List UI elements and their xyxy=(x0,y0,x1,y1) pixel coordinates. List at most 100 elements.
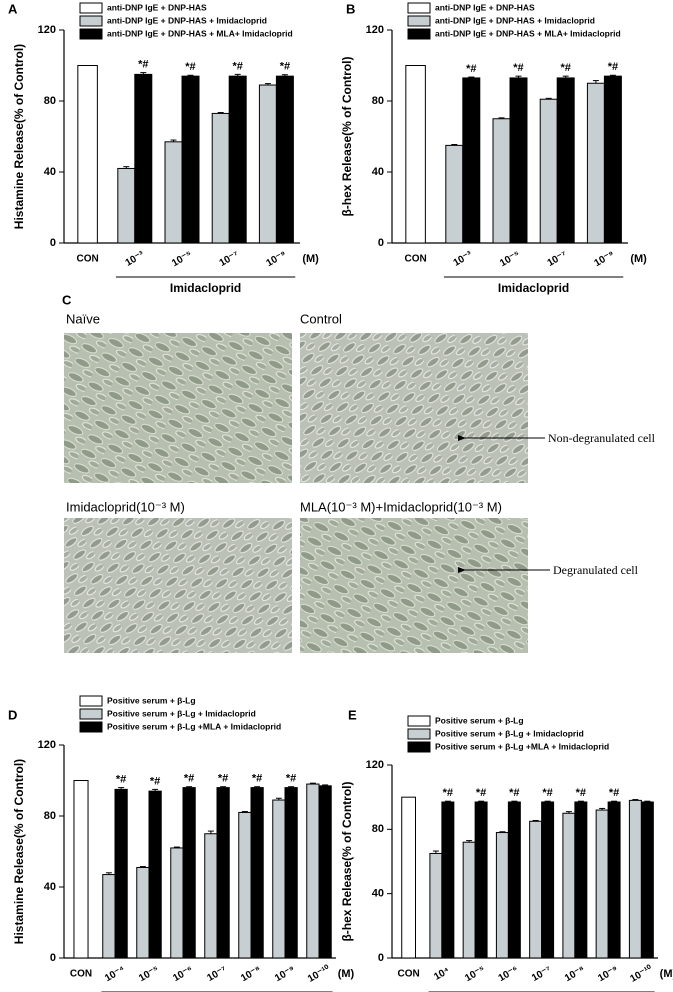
bar xyxy=(73,780,89,959)
y-tick-label: 80 xyxy=(372,95,384,107)
bar xyxy=(238,811,252,959)
y-axis-label: β-hex Release(% of Control) xyxy=(340,56,354,216)
panel-letter: B xyxy=(346,1,355,16)
x-tick-label: 10⁻⁷ xyxy=(205,964,228,984)
y-tick-label: 80 xyxy=(44,810,56,822)
y-tick-label: 0 xyxy=(378,237,384,249)
annotation: *# xyxy=(542,787,552,799)
annotation: *# xyxy=(185,61,195,73)
annotation: *# xyxy=(576,787,586,799)
bar xyxy=(445,144,464,244)
image-caption: Naïve xyxy=(66,311,100,326)
annotation: *# xyxy=(560,62,570,74)
bar xyxy=(275,75,294,244)
bar xyxy=(441,801,455,959)
x-tick-label: CON xyxy=(70,969,92,980)
legend-label: Positive serum + β-Lg +MLA + Imidaclopri… xyxy=(435,741,609,751)
y-tick-label: 0 xyxy=(50,952,56,964)
bar xyxy=(595,809,609,959)
x-tick-label: 10⁻⁷ xyxy=(218,249,241,269)
bar xyxy=(495,832,509,959)
bar xyxy=(272,799,286,959)
annotation: *# xyxy=(184,773,194,785)
panel-letter: D xyxy=(8,707,17,722)
bar xyxy=(148,790,162,959)
x-tick-label: 10⁻⁸ xyxy=(563,964,587,984)
x-tick-label: CON xyxy=(398,969,420,980)
micrograph xyxy=(64,518,292,653)
annotation: *# xyxy=(476,787,486,799)
x-tick-label: 10⁻¹⁰ xyxy=(628,963,654,984)
x-tick-label: CON xyxy=(76,254,98,265)
legend-label: Positive serum + β-Lg xyxy=(435,715,524,725)
legend-swatch xyxy=(79,2,103,14)
legend-swatch xyxy=(79,708,103,720)
bar xyxy=(640,801,654,959)
x-tick-label: 10⁻⁷ xyxy=(530,964,553,984)
y-axis-label: Histamine Release(% of Control) xyxy=(12,44,26,229)
bar xyxy=(228,75,247,244)
bar xyxy=(250,787,264,959)
x-tick-label: 10⁻⁹ xyxy=(596,964,620,984)
y-tick-label: 80 xyxy=(372,823,384,835)
bar xyxy=(462,841,476,959)
image-caption: MLA(10⁻³ M)+Imidacloprid(10⁻³ M) xyxy=(300,499,502,514)
panel-letter: A xyxy=(8,1,18,16)
y-tick-label: 120 xyxy=(366,24,384,36)
bar xyxy=(556,77,575,244)
x-tick-label: 10⁻⁴ xyxy=(103,964,127,984)
unit-label: (M) xyxy=(302,253,319,265)
y-tick-label: 40 xyxy=(372,166,384,178)
bar xyxy=(603,75,622,244)
bar xyxy=(102,874,116,959)
x-tick-label: 10⁻⁷ xyxy=(546,249,569,269)
chart: B 0 40 80 120 β-hex Release(% of Control) CON 1… xyxy=(340,1,647,295)
bar xyxy=(114,788,128,959)
bar xyxy=(405,65,426,244)
bar xyxy=(182,787,196,959)
annotation: *# xyxy=(513,62,523,74)
y-tick-label: 120 xyxy=(38,739,56,751)
x-tick-label: 10⁻⁹ xyxy=(265,249,289,269)
unit-label: (M) xyxy=(630,253,647,265)
bar xyxy=(607,801,621,959)
legend-label: anti-DNP IgE + DNP-HAS + Imidacloprid xyxy=(107,15,267,25)
micrograph xyxy=(64,333,292,483)
x-tick-label: 10⁻⁹ xyxy=(273,964,297,984)
bar xyxy=(134,73,153,244)
annotation: *# xyxy=(232,60,242,72)
bar xyxy=(492,118,511,244)
bar xyxy=(474,801,488,959)
annotation: *# xyxy=(286,773,296,785)
chart: A 0 40 80 120 Histamine Release(% of Control)… xyxy=(8,1,319,295)
y-axis-label: Histamine Release(% of Control) xyxy=(12,759,26,944)
x-tick-label: 10⁻³ xyxy=(124,249,147,269)
bar xyxy=(136,866,150,959)
micrograph xyxy=(300,333,528,483)
legend-swatch xyxy=(79,721,103,733)
annotation: *# xyxy=(609,787,619,799)
annotation: *# xyxy=(443,787,453,799)
bar xyxy=(284,787,298,959)
arrow-label: Non-degranulated cell xyxy=(548,431,656,445)
x-tick-label: CON xyxy=(404,254,426,265)
legend-label: anti-DNP IgE + DNP-HAS + Imidacloprid xyxy=(435,15,595,25)
x-axis-label: Imidacloprid xyxy=(498,281,569,295)
annotation: *# xyxy=(466,63,476,75)
bar xyxy=(628,799,642,959)
bar xyxy=(507,801,521,959)
micrograph xyxy=(300,518,528,653)
legend-swatch xyxy=(407,15,431,27)
bar xyxy=(586,82,605,244)
bar xyxy=(429,852,443,959)
chart: E 0 40 80 120 β-hex Release(% of Control) CON 1… xyxy=(340,707,673,992)
legend-label: Positive serum + β-Lg +MLA + Imidaclopri… xyxy=(107,721,281,731)
bar xyxy=(462,77,481,244)
y-tick-label: 40 xyxy=(44,881,56,893)
image-caption: Imidacloprid(10⁻³ M) xyxy=(66,499,185,514)
panel-letter: C xyxy=(62,292,72,307)
y-tick-label: 40 xyxy=(44,166,56,178)
panel-c: C Naïve Control Imidacloprid(10⁻³ M) MLA… xyxy=(62,292,656,653)
y-tick-label: 120 xyxy=(366,759,384,771)
